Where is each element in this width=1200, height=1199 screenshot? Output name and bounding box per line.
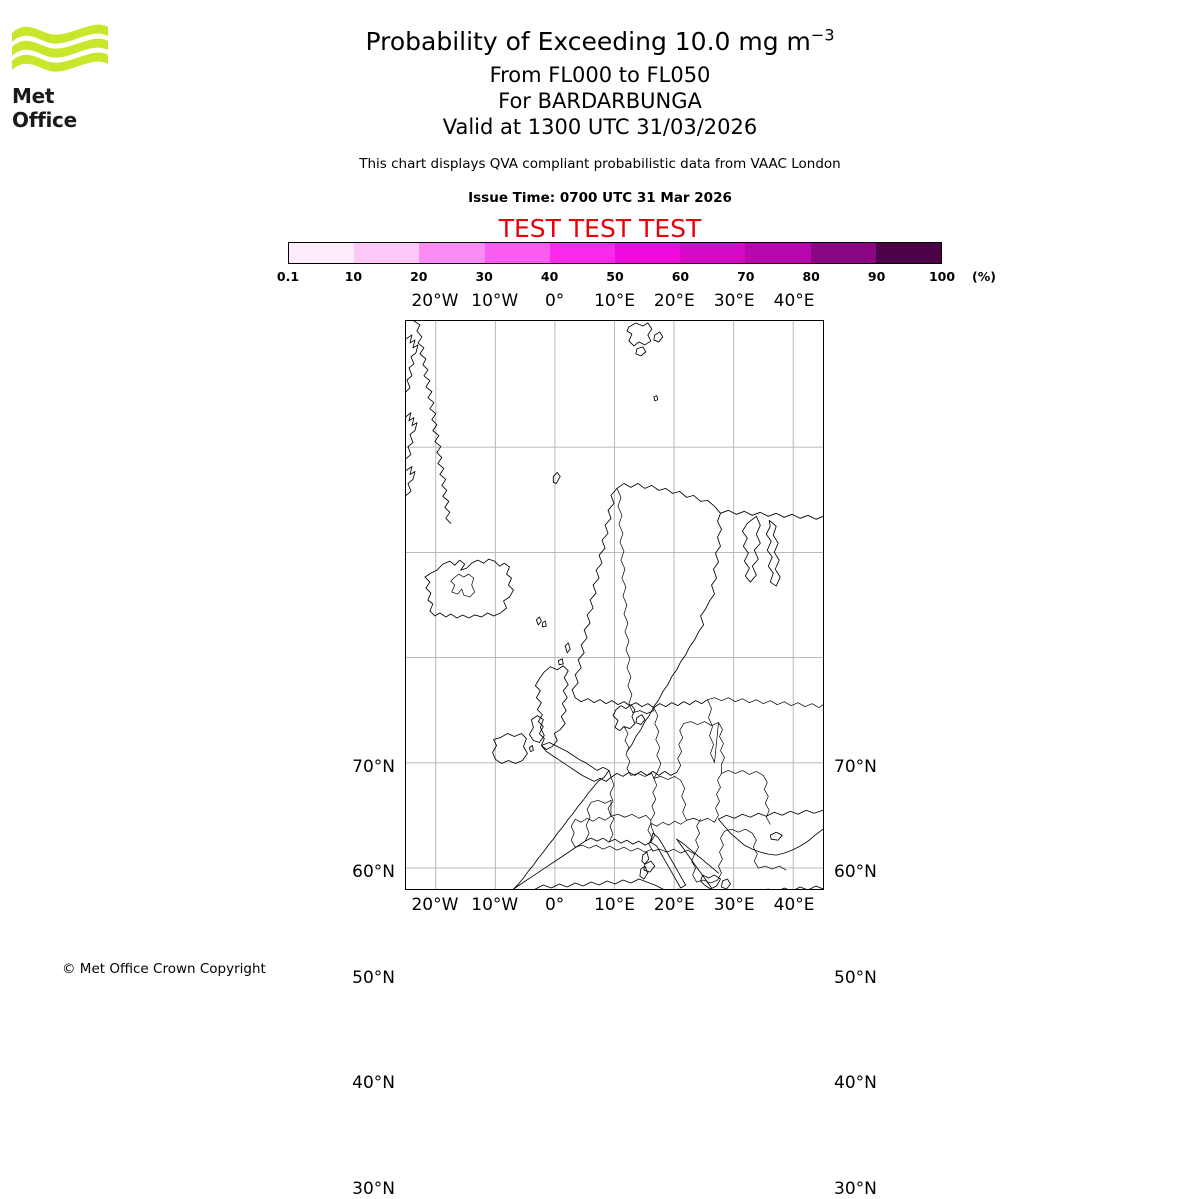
lat-tick-right-60: 60°N [834,862,877,883]
met-office-logo: Met Office [12,22,122,132]
lon-tick-bottom--20: 20°W [411,895,459,915]
colorbar-tick-40: 40 [540,269,559,284]
lon-tick-top-20: 20°E [653,291,695,311]
lat-tick-left-40: 40°N [352,1073,395,1094]
lon-tick-bottom-10: 10°E [594,895,635,915]
test-banner: TEST TEST TEST [498,214,702,243]
colorbar-segment-9 [875,243,942,263]
lat-tick-left-50: 50°N [352,967,395,988]
copyright-notice: © Met Office Crown Copyright [62,961,266,977]
colorbar-segment-6 [680,243,746,263]
lon-tick-bottom--10: 10°W [471,895,519,915]
lat-tick-right-70: 70°N [834,756,877,777]
lon-tick-top-10: 10°E [594,291,635,311]
colorbar-tick-labels: 0.1 10 20 30 40 50 60 70 80 90 100 [277,269,955,287]
lat-tick-left-70: 70°N [352,756,395,777]
title-flight-levels: From FL000 to FL050 [489,63,711,87]
colorbar-segment-8 [810,243,876,263]
probability-colorbar [288,242,942,264]
colorbar-segment-7 [745,243,811,263]
lat-tick-right-30: 30°N [834,1178,877,1199]
colorbar-tick-0.1: 0.1 [276,269,300,284]
qva-compliance-note: This chart displays QVA compliant probab… [359,156,841,172]
lon-tick-top-30: 30°E [713,291,755,311]
colorbar-segment-2 [419,243,485,263]
lon-tick-top-0: 0° [544,291,565,311]
lon-tick-bottom-40: 40°E [773,895,815,915]
colorbar-tick-100: 100 [928,269,956,284]
lon-tick-bottom-0: 0° [544,895,565,915]
lon-tick-top--20: 20°W [411,291,459,311]
lon-tick-bottom-30: 30°E [713,895,755,915]
chart-title-block: Probability of Exceeding 10.0 mg m−3 Fro… [0,0,1200,140]
longitude-axis-bottom: 20°W 10°W 0° 10°E 20°E 30°E 40°E [0,895,1200,917]
map-coastlines [406,321,823,889]
colorbar-segment-3 [484,243,550,263]
map-canvas [406,321,823,889]
lat-tick-right-50: 50°N [834,967,877,988]
title-line1-text: Probability of Exceeding 10.0 mg m [365,27,811,56]
colorbar-segment-4 [549,243,616,263]
colorbar-segment-0 [289,243,355,263]
lon-tick-top--10: 10°W [471,291,519,311]
colorbar-segment-5 [615,243,681,263]
colorbar-tick-30: 30 [475,269,493,284]
colorbar-tick-50: 50 [606,269,624,284]
lon-tick-top-40: 40°E [773,291,815,311]
lat-tick-left-30: 30°N [352,1178,395,1199]
colorbar-tick-10: 10 [344,269,363,284]
map-plot-area [405,320,824,890]
title-volcano: For BARDARBUNGA [498,89,702,113]
lat-tick-right-40: 40°N [834,1073,877,1094]
colorbar-tick-90: 90 [867,269,886,284]
map-country-borders [570,488,823,884]
page-title: Probability of Exceeding 10.0 mg m−3 [0,25,1200,56]
colorbar-segment-1 [354,243,420,263]
longitude-axis-top: 20°W 10°W 0° 10°E 20°E 30°E 40°E [0,291,1200,313]
title-line1-exponent: −3 [810,25,835,45]
colorbar-unit-label: (%) [972,269,996,284]
met-office-logo-text: Met Office [12,84,77,132]
lon-tick-bottom-20: 20°E [653,895,695,915]
lat-tick-left-60: 60°N [352,862,395,883]
colorbar-tick-20: 20 [410,269,428,284]
title-valid-time: Valid at 1300 UTC 31/03/2026 [442,115,758,139]
issue-time-label: Issue Time: 0700 UTC 31 Mar 2026 [468,190,732,206]
met-office-wave-mark [12,24,108,72]
colorbar-tick-70: 70 [737,269,755,284]
colorbar-tick-60: 60 [671,269,690,284]
map-gridlines [406,321,823,889]
colorbar-tick-80: 80 [802,269,820,284]
